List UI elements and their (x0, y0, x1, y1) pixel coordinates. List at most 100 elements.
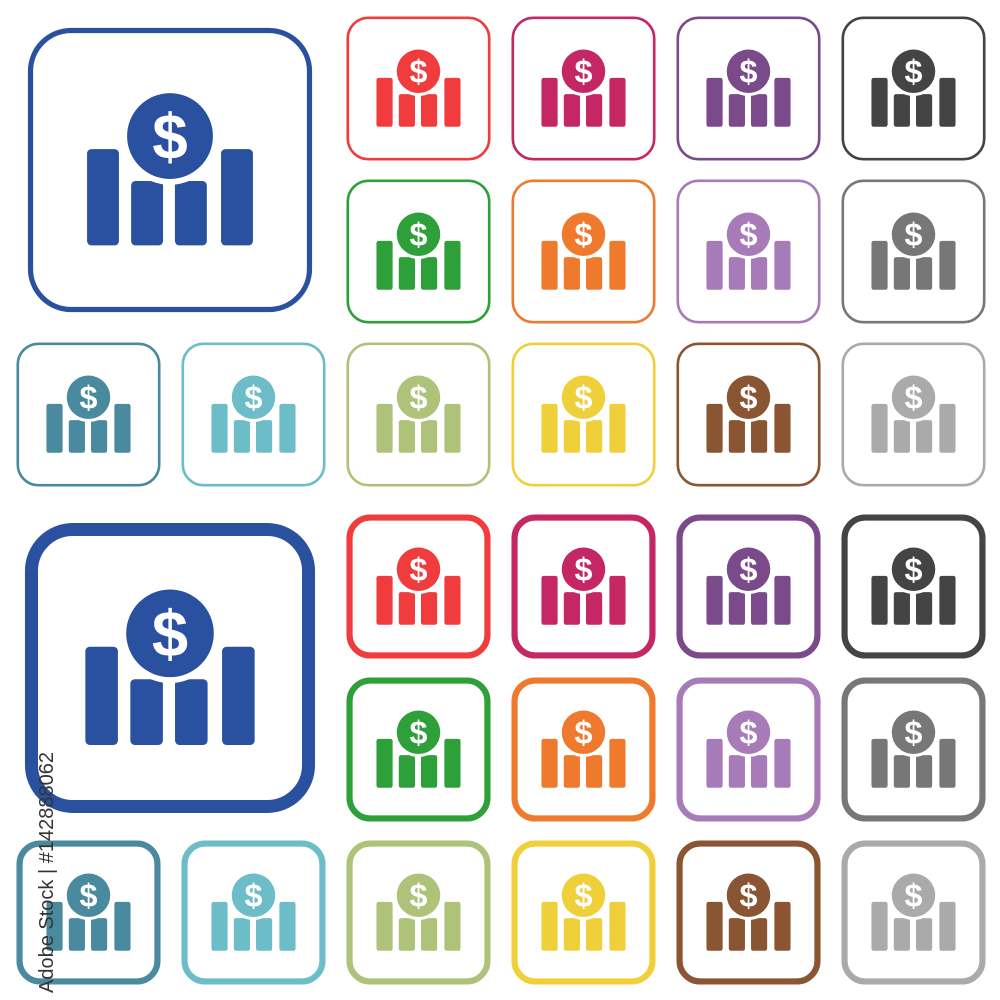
small-icon-tile: $ (675, 839, 822, 986)
bar (563, 94, 580, 127)
coin-icon (231, 375, 276, 420)
bar (915, 257, 933, 290)
bar (750, 94, 768, 127)
coin-icon (561, 873, 606, 918)
bar (376, 575, 393, 625)
small-icon-tile: $ (510, 15, 657, 162)
bar (90, 918, 108, 951)
bar (706, 575, 723, 625)
bar (444, 240, 461, 290)
bar (68, 918, 85, 951)
dollar-sign-icon: $ (245, 878, 263, 914)
dollar-sign-icon: $ (905, 380, 923, 416)
dollar-sign-icon: $ (740, 878, 758, 914)
dollar-sign-icon: $ (152, 597, 188, 670)
dollar-sign-icon: $ (740, 552, 758, 588)
dollar-sign-icon: $ (905, 878, 923, 914)
bar (939, 403, 956, 453)
bar (750, 918, 768, 951)
bar (609, 403, 626, 453)
small-icon-tile: $ (840, 676, 987, 823)
bar (541, 901, 558, 951)
coin-icon (891, 375, 936, 420)
dollar-sign-icon: $ (245, 380, 263, 416)
bar (706, 77, 723, 127)
bar (563, 257, 580, 290)
small-icon-tile: $ (180, 839, 327, 986)
small-icon-tile: $ (840, 839, 987, 986)
bar (255, 420, 273, 453)
bar (728, 592, 745, 625)
dollar-bar-chart-icon: $ (511, 677, 656, 822)
bar (871, 77, 888, 127)
dollar-bar-chart-icon: $ (676, 179, 821, 324)
dollar-bar-chart-icon: $ (27, 27, 313, 313)
dollar-bar-chart-icon: $ (841, 840, 986, 985)
dollar-sign-icon: $ (575, 715, 593, 751)
bar (233, 918, 250, 951)
bar (728, 755, 745, 788)
dollar-bar-chart-icon: $ (511, 179, 656, 324)
bar (871, 240, 888, 290)
dollar-sign-icon: $ (410, 380, 428, 416)
bar (609, 901, 626, 951)
dollar-bar-chart-icon: $ (511, 514, 656, 659)
dollar-sign-icon: $ (575, 217, 593, 253)
bar (893, 918, 910, 951)
bar (915, 420, 933, 453)
small-icon-tile: $ (675, 178, 822, 325)
bar (893, 755, 910, 788)
coin-icon (726, 873, 771, 918)
small-icon-tile: $ (345, 15, 492, 162)
coin-icon (66, 375, 111, 420)
dollar-bar-chart-icon: $ (346, 840, 491, 985)
dollar-bar-chart-icon: $ (511, 16, 656, 161)
bar (444, 738, 461, 788)
large-icon-tile: $ (22, 520, 318, 816)
small-icon-tile: $ (345, 341, 492, 488)
bar (563, 420, 580, 453)
dollar-bar-chart-icon: $ (676, 840, 821, 985)
bar (444, 575, 461, 625)
coin-icon (891, 212, 936, 257)
bar (114, 403, 131, 453)
dollar-sign-icon: $ (575, 552, 593, 588)
bar (85, 646, 118, 745)
bar (585, 918, 603, 951)
dollar-bar-chart-icon: $ (841, 342, 986, 487)
bar (585, 592, 603, 625)
small-icon-tile: $ (510, 676, 657, 823)
bar (774, 901, 791, 951)
dollar-bar-chart-icon: $ (841, 677, 986, 822)
dollar-bar-chart-icon: $ (841, 514, 986, 659)
bar (420, 420, 438, 453)
bar (706, 738, 723, 788)
dollar-sign-icon: $ (740, 217, 758, 253)
bar (398, 918, 415, 951)
coin-icon (396, 873, 441, 918)
bar (398, 592, 415, 625)
bar (87, 149, 119, 246)
coin-icon (561, 375, 606, 420)
coin-icon (891, 547, 936, 592)
coin-icon (561, 547, 606, 592)
bar (915, 918, 933, 951)
small-icon-tile: $ (675, 676, 822, 823)
bar (893, 257, 910, 290)
coin-icon (891, 49, 936, 94)
bar (563, 918, 580, 951)
dollar-sign-icon: $ (80, 380, 98, 416)
bar (585, 257, 603, 290)
coin-icon (127, 93, 213, 179)
small-icon-tile: $ (675, 513, 822, 660)
small-icon-tile: $ (345, 178, 492, 325)
bar (175, 679, 208, 745)
dollar-bar-chart-icon: $ (841, 179, 986, 324)
dollar-bar-chart-icon: $ (676, 514, 821, 659)
bar (939, 738, 956, 788)
bar (174, 181, 207, 246)
small-icon-tile: $ (180, 341, 327, 488)
bar (68, 420, 85, 453)
dollar-sign-icon: $ (740, 54, 758, 90)
bar (728, 94, 745, 127)
